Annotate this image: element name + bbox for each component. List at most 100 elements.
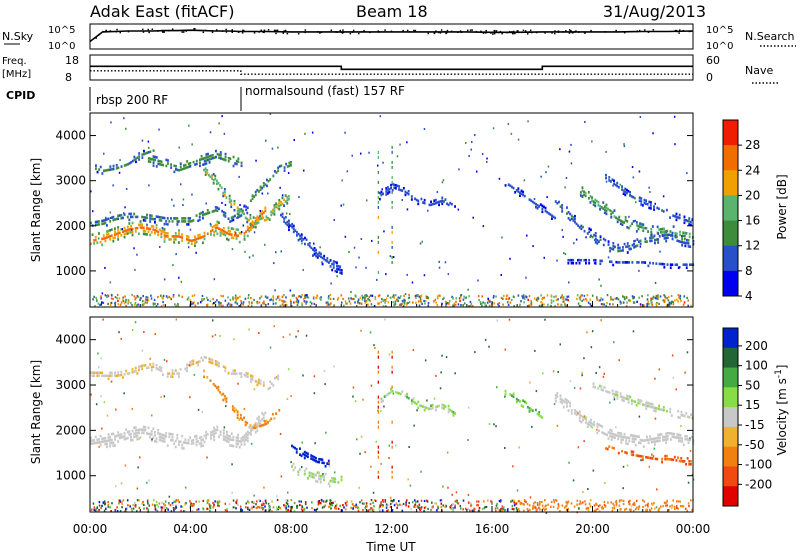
echo-cell <box>127 163 129 166</box>
echo-cell <box>267 217 269 220</box>
echo-cell <box>538 414 541 417</box>
echo-cell <box>203 213 206 216</box>
echo-cell <box>378 191 381 195</box>
echo-cell <box>259 214 261 218</box>
echo-cell <box>214 384 217 388</box>
echo-cell <box>616 397 619 400</box>
echo-cell <box>643 198 646 202</box>
scatter-cell <box>305 334 308 337</box>
echo-cell <box>658 407 660 411</box>
streak-cell <box>391 470 393 474</box>
echo-cell <box>213 209 216 213</box>
echo-cell <box>610 247 613 250</box>
echo-cell <box>152 228 155 231</box>
ground-scatter-cell <box>469 502 472 505</box>
echo-cell <box>104 236 107 240</box>
scatter-cell <box>197 408 200 411</box>
echo-cell <box>123 229 126 233</box>
ground-scatter-cell <box>680 505 682 508</box>
ground-scatter-cell <box>143 507 145 510</box>
ground-scatter-cell <box>541 500 543 504</box>
echo-cell <box>202 210 204 214</box>
echo-cell <box>261 412 264 415</box>
echo-cell <box>215 182 218 186</box>
echo-cell <box>428 203 431 207</box>
echo-cell <box>616 184 619 188</box>
echo-cell <box>206 376 209 379</box>
echo-cell <box>663 266 666 269</box>
echo-cell <box>623 242 626 246</box>
ytick-label: 3000 <box>55 174 86 188</box>
echo-cell <box>142 216 145 219</box>
echo-cell <box>96 170 99 174</box>
echo-cell <box>106 218 108 221</box>
echo-cell <box>206 209 209 212</box>
ground-scatter-cell <box>209 504 212 507</box>
echo-cell <box>197 237 200 240</box>
ground-scatter-cell <box>222 295 224 298</box>
echo-cell <box>190 439 193 442</box>
ground-scatter-cell <box>576 297 578 300</box>
ground-scatter-cell <box>679 294 682 297</box>
scatter-cell <box>579 387 582 390</box>
echo-cell <box>184 163 187 167</box>
ground-scatter-cell <box>431 501 433 504</box>
echo-cell <box>202 163 205 166</box>
ground-scatter-cell <box>503 506 506 509</box>
echo-cell <box>567 261 570 265</box>
echo-cell <box>629 395 632 399</box>
echo-cell <box>383 395 386 398</box>
ground-scatter-cell <box>94 509 97 512</box>
ground-scatter-cell <box>624 298 626 301</box>
scatter-cell <box>446 451 449 454</box>
scatter-cell <box>220 153 222 156</box>
ground-scatter-cell <box>258 506 261 509</box>
ground-scatter-cell <box>620 499 623 502</box>
echo-cell <box>237 234 240 238</box>
echo-cell <box>605 390 608 393</box>
ground-scatter-cell <box>216 501 219 505</box>
ground-scatter-cell <box>610 297 613 301</box>
echo-cell <box>626 242 629 245</box>
scatter-cell <box>276 495 278 498</box>
echo-cell <box>136 156 139 159</box>
echo-cell <box>158 435 161 439</box>
echo-cell <box>649 207 652 210</box>
echo-cell <box>591 422 594 426</box>
echo-cell <box>183 164 185 167</box>
scatter-cell <box>470 148 472 151</box>
echo-cell <box>264 411 267 415</box>
ground-scatter-cell <box>212 501 214 505</box>
scatter-cell <box>419 242 422 245</box>
ground-scatter-cell <box>397 504 399 507</box>
echo-cell <box>212 182 215 185</box>
ground-scatter-cell <box>666 499 668 502</box>
echo-cell <box>159 160 161 163</box>
scatter-cell <box>171 198 173 201</box>
echo-cell <box>657 238 660 241</box>
ground-scatter-cell <box>690 499 692 502</box>
echo-cell <box>556 392 559 395</box>
echo-cell <box>262 182 265 185</box>
ground-scatter-cell <box>264 505 266 508</box>
scatter-cell <box>360 238 363 240</box>
echo-cell <box>582 415 584 419</box>
scatter-cell <box>388 353 391 356</box>
echo-cell <box>639 438 642 442</box>
scatter-cell <box>275 251 277 254</box>
echo-cell <box>390 183 392 187</box>
echo-cell <box>407 189 410 193</box>
echo-cell <box>198 436 201 440</box>
scatter-cell <box>547 165 550 168</box>
ground-scatter-cell <box>289 299 292 302</box>
echo-cell <box>190 442 193 445</box>
echo-cell <box>596 422 599 426</box>
ground-scatter-cell <box>523 509 525 512</box>
echo-cell <box>454 205 456 208</box>
ground-scatter-cell <box>440 506 443 509</box>
echo-cell <box>433 202 436 205</box>
ground-scatter-cell <box>160 305 163 308</box>
ground-scatter-cell <box>209 506 211 509</box>
echo-cell <box>262 413 265 416</box>
scatter-cell <box>281 194 284 197</box>
